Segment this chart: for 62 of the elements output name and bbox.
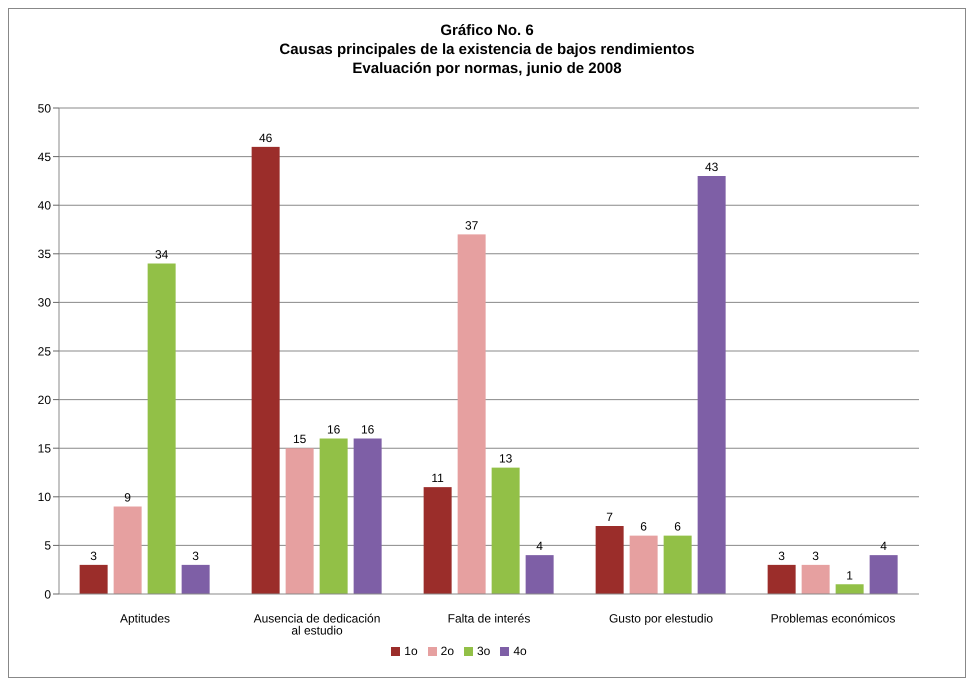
data-label: 3 [778, 548, 786, 563]
data-label: 3 [90, 548, 98, 563]
bar [596, 526, 624, 594]
data-label: 4 [880, 539, 888, 554]
bar [252, 146, 280, 594]
chart-subtitle: Causas principales de la existencia de bajos rendimientos Evaluación por normas, junio de 2008 [278, 40, 696, 78]
data-label: 16 [326, 422, 341, 436]
legend-label: 3o [477, 644, 490, 658]
bar [492, 468, 520, 594]
bar [354, 438, 382, 594]
bar [148, 264, 176, 594]
y-tick-label: 10 [38, 490, 52, 504]
legend-label: 2o [440, 644, 454, 658]
data-label: 6 [674, 520, 682, 534]
y-tick-label: 20 [38, 392, 52, 407]
bar [664, 536, 692, 594]
y-tick-label: 35 [38, 247, 52, 262]
data-label: 37 [464, 218, 479, 232]
data-label: 11 [431, 471, 444, 486]
data-label: 46 [258, 130, 273, 145]
x-tick-label: Ausencia de dedicación al estudio [254, 612, 380, 638]
bar [802, 564, 830, 594]
x-tick-label: Gusto por elestudio [608, 612, 714, 626]
data-label: 7 [606, 510, 614, 524]
data-label: 1 [846, 568, 854, 582]
bar [630, 536, 658, 594]
bar [80, 564, 108, 594]
bar [114, 506, 142, 594]
chart-title: Gráfico No. 6 [439, 21, 535, 40]
bar [698, 176, 726, 594]
bar [768, 564, 796, 594]
y-tick-label: 45 [38, 150, 52, 164]
y-tick-label: 15 [38, 441, 52, 456]
data-label: 6 [640, 520, 648, 534]
legend-label: 4o [513, 644, 527, 658]
data-label: 3 [192, 548, 200, 563]
x-tick-label: Falta de interés [448, 612, 530, 626]
bar [320, 438, 348, 594]
bar [526, 555, 554, 594]
y-tick-label: 5 [44, 538, 52, 553]
x-tick-label: Aptitudes [120, 612, 170, 626]
x-tick-label: Problemas económicos [770, 612, 896, 626]
y-tick-label: 30 [38, 296, 52, 310]
y-tick-label: 0 [44, 587, 52, 602]
data-label: 9 [124, 490, 132, 505]
y-tick-label: 25 [38, 344, 52, 358]
data-label: 43 [704, 160, 719, 174]
y-tick-label: 40 [38, 198, 52, 212]
bar [836, 584, 864, 594]
data-label: 16 [360, 422, 375, 436]
bar [286, 448, 314, 594]
legend-label: 1o [404, 644, 418, 658]
bar [870, 555, 898, 594]
data-label: 13 [498, 452, 513, 466]
data-label: 15 [292, 432, 307, 446]
y-tick-label: 50 [38, 101, 52, 116]
bar [424, 487, 452, 594]
bar [182, 564, 210, 594]
bar [458, 234, 486, 594]
data-label: 4 [536, 539, 544, 554]
data-label: 34 [154, 248, 169, 262]
data-label: 3 [812, 548, 820, 563]
